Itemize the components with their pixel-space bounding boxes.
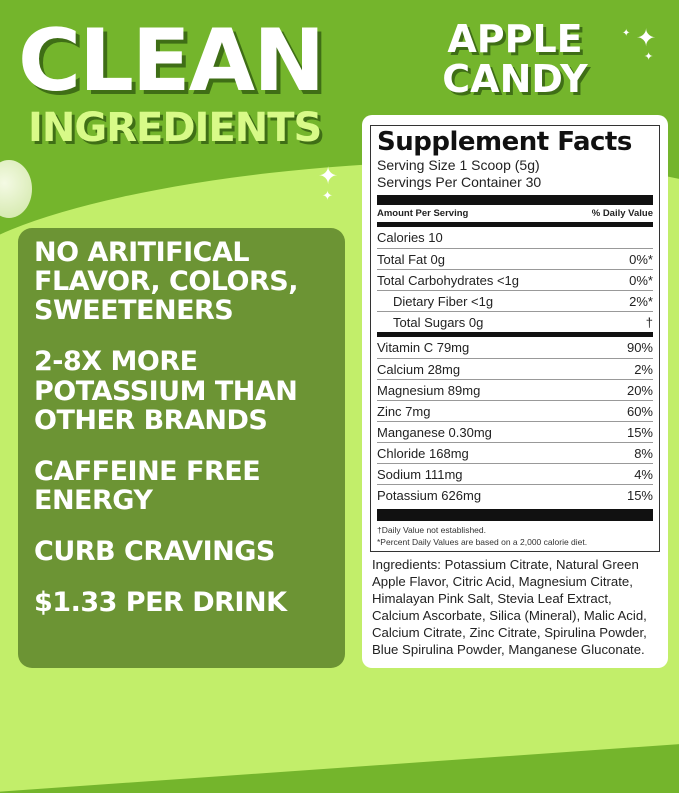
divider	[377, 221, 653, 227]
nutrient-name: Calcium 28mg	[377, 361, 461, 377]
nutrient-name: Potassium 626mg	[377, 487, 482, 503]
nutrient-dv: 2%	[634, 361, 653, 377]
dv-header: % Daily Value	[591, 207, 653, 219]
supplement-label: Supplement Facts Serving Size 1 Scoop (5…	[362, 115, 668, 668]
nutrient-row: Total Sugars 0g †	[377, 310, 653, 332]
nutrient-row: Potassium 626mg 15%	[377, 483, 653, 505]
serving-size: Serving Size 1 Scoop (5g)	[377, 156, 540, 173]
nutrient-dv: 15%	[626, 487, 653, 503]
nutrient-row: Manganese 0.30mg 15%	[377, 420, 653, 442]
claim: CAFFEINE FREE ENERGY	[34, 455, 261, 517]
nutrient-dv: 60%	[626, 403, 653, 419]
nutrient-dv: 90%	[626, 339, 653, 355]
ingredients-list: Ingredients: Potassium Citrate, Natural …	[372, 556, 647, 657]
claim: CURB CRAVINGS	[34, 536, 275, 568]
nutrient-name: Total Carbohydrates <1g	[377, 272, 520, 288]
nutrient-row: Magnesium 89mg 20%	[377, 378, 653, 400]
nutrient-dv: †	[645, 314, 653, 330]
nutrient-name: Chloride 168mg	[377, 445, 469, 461]
nutrient-row: Total Fat 0g 0%*	[377, 247, 653, 269]
nutrient-row: Sodium 111mg 4%	[377, 462, 653, 484]
claim: 2-8X MORE POTASSIUM THAN OTHER BRANDS	[34, 346, 298, 436]
divider	[377, 508, 653, 521]
nutrient-row: Total Carbohydrates <1g 0%*	[377, 268, 653, 290]
sparkle-icon: ✦	[636, 25, 657, 52]
nutrient-row: Calories 10	[377, 227, 653, 248]
divider	[377, 331, 653, 337]
claims-panel: NO ARITIFICAL FLAVOR, COLORS, SWEETENERS…	[18, 228, 345, 668]
nutrient-name: Dietary Fiber <1g	[393, 293, 494, 309]
nutrient-name: Zinc 7mg	[377, 403, 431, 419]
nutrient-dv: 15%	[626, 424, 653, 440]
claim: $1.33 PER DRINK	[34, 587, 287, 619]
nutrient-name: Magnesium 89mg	[377, 382, 481, 398]
sparkle-icon: ✦	[644, 51, 654, 63]
nutrient-dv: 0%*	[629, 272, 653, 288]
nutrient-row: Calcium 28mg 2%	[377, 357, 653, 379]
claim: NO ARITIFICAL FLAVOR, COLORS, SWEETENERS	[34, 237, 299, 327]
divider	[377, 194, 653, 205]
nutrient-row: Vitamin C 79mg 90%	[377, 337, 653, 358]
flavor-name: APPLE CANDY	[362, 17, 668, 101]
nutrient-name: Vitamin C 79mg	[377, 339, 470, 355]
footnote: *Percent Daily Values are based on a 2,0…	[377, 536, 588, 547]
sparkle-icon: ✦	[318, 163, 339, 190]
nutrient-row: Dietary Fiber <1g 2%*	[377, 289, 653, 311]
nutrient-name: Total Sugars 0g	[393, 314, 484, 330]
nutrient-dv: 0%*	[629, 251, 653, 267]
facts-header: Amount Per Serving % Daily Value	[377, 208, 653, 222]
nutrient-dv: 8%	[634, 445, 653, 461]
flavor-line-2: CANDY	[442, 56, 588, 101]
nutrient-name: Manganese 0.30mg	[377, 424, 492, 440]
flavor-line-1: APPLE	[447, 17, 583, 61]
nutrient-name: Sodium 111mg	[377, 466, 463, 482]
nutrient-dv: 4%	[634, 466, 653, 482]
sparkle-icon: ✦	[622, 28, 631, 39]
nutrient-dv: 20%	[626, 382, 653, 398]
supplement-facts-table: Supplement Facts Serving Size 1 Scoop (5…	[370, 125, 660, 552]
nutrient-name: Calories 10	[377, 229, 443, 245]
apple-slice-image	[0, 160, 32, 218]
headline-ingredients: INGREDIENTS	[28, 105, 322, 151]
sparkle-icon: ✦	[322, 188, 333, 203]
headline-clean: CLEAN	[18, 11, 325, 111]
facts-title: Supplement Facts	[377, 127, 632, 157]
nutrient-dv: 2%*	[629, 293, 653, 309]
nutrient-name: Total Fat 0g	[377, 251, 445, 267]
nutrient-row: Zinc 7mg 60%	[377, 399, 653, 421]
footnote: †Daily Value not established.	[377, 524, 486, 535]
amount-header: Amount Per Serving	[377, 207, 469, 219]
nutrient-row: Chloride 168mg 8%	[377, 441, 653, 463]
servings-per-container: Servings Per Container 30	[377, 173, 542, 190]
